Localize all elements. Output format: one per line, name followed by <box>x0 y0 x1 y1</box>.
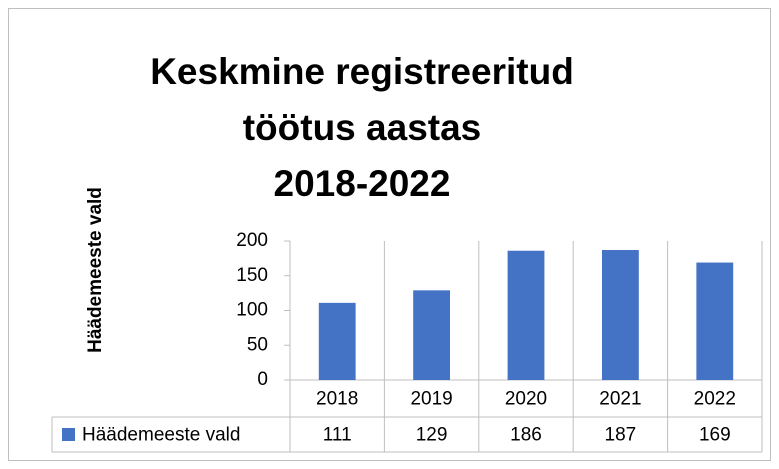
y-tick-label: 150 <box>236 265 268 286</box>
bar <box>601 250 639 380</box>
x-tick-label: 2021 <box>599 389 641 410</box>
table-value: 111 <box>323 425 352 446</box>
x-tick-label: 2019 <box>410 389 452 410</box>
bar <box>413 290 451 380</box>
legend-key <box>62 428 75 441</box>
bar <box>696 262 734 380</box>
y-tick-label: 200 <box>236 230 268 251</box>
table-value: 129 <box>416 425 448 446</box>
y-axis-label: Häädemeeste vald <box>85 187 106 353</box>
chart-title: Keskmine registreeritud töötus aastas 20… <box>150 51 574 204</box>
y-tick-label: 50 <box>247 334 268 355</box>
table-value: 169 <box>699 425 731 446</box>
bar <box>507 250 545 380</box>
x-tick-label: 2022 <box>694 389 736 410</box>
y-tick-label: 100 <box>236 300 268 321</box>
y-tick-label: 0 <box>257 369 268 390</box>
table-value: 186 <box>510 425 542 446</box>
x-tick-label: 2020 <box>505 389 547 410</box>
chart-border <box>8 8 771 461</box>
table-value: 187 <box>605 425 637 446</box>
legend-label: Häädemeeste vald <box>82 425 240 446</box>
x-tick-label: 2018 <box>316 389 358 410</box>
bar <box>318 302 356 380</box>
